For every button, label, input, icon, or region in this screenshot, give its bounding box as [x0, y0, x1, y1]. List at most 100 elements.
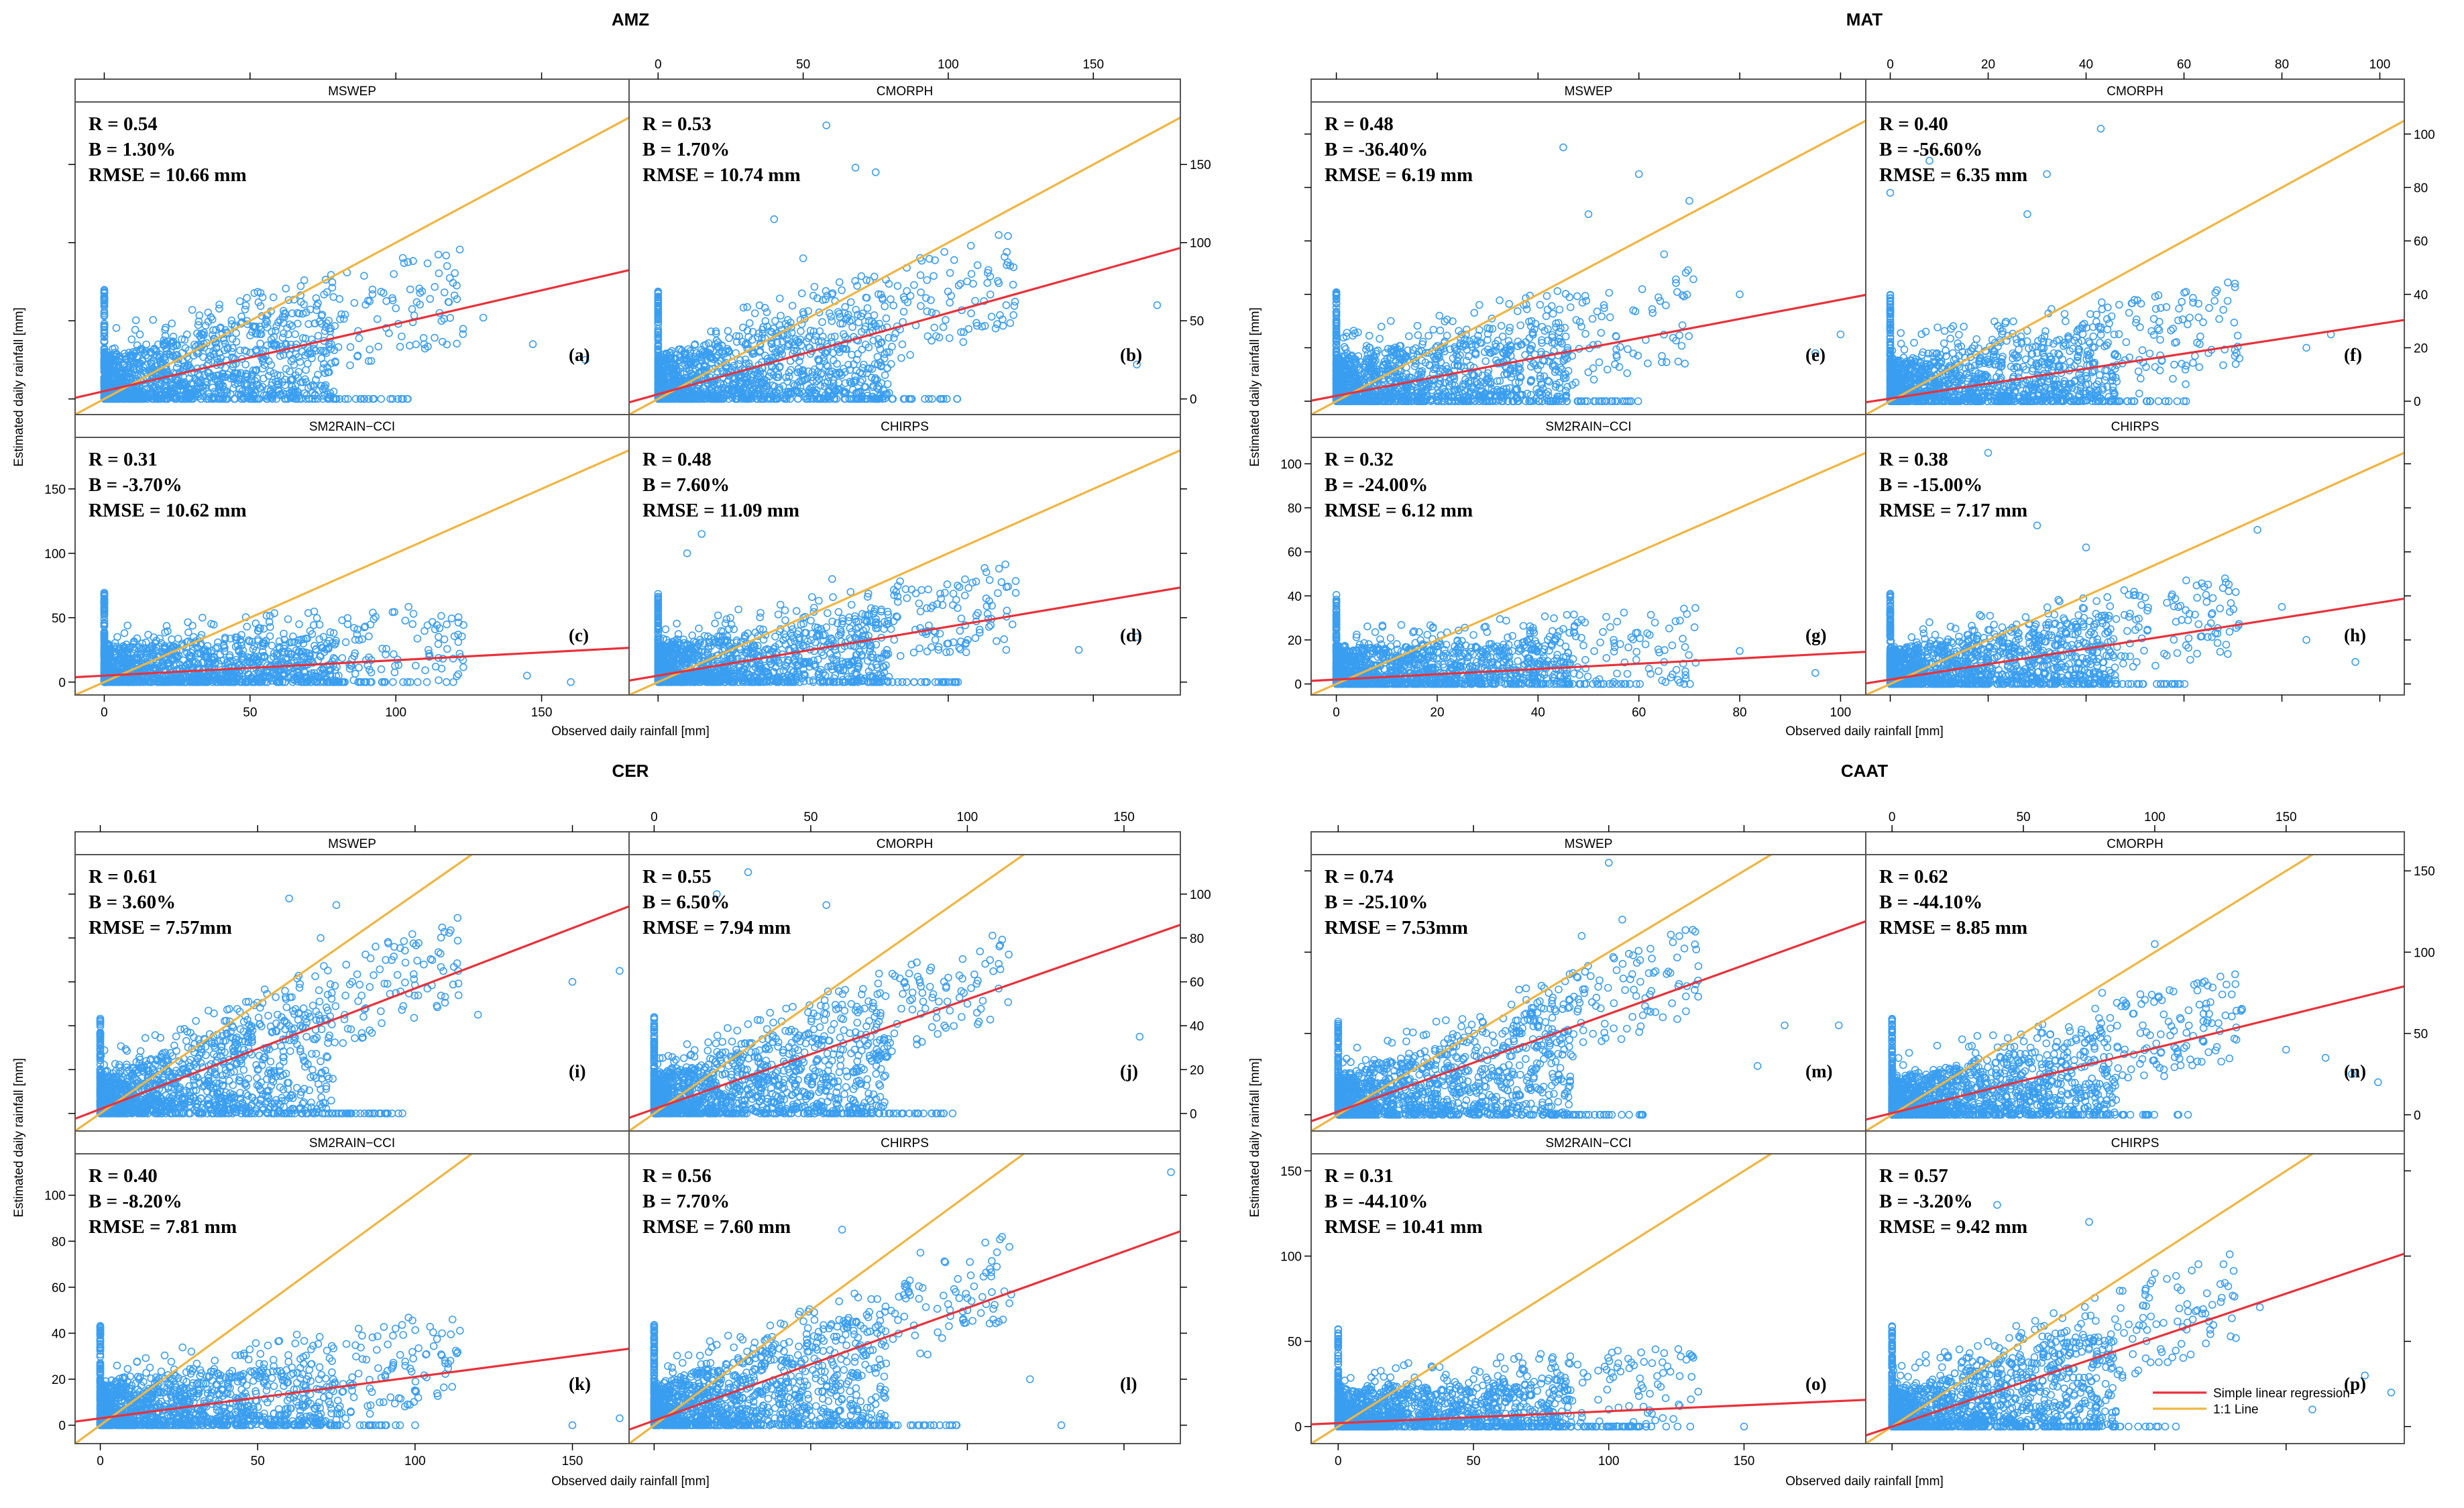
data-point — [160, 644, 169, 653]
data-point — [351, 394, 360, 403]
data-point — [100, 669, 109, 678]
one-to-one-line — [75, 449, 629, 695]
data-point — [155, 663, 163, 671]
data-point — [217, 678, 225, 686]
data-point — [411, 661, 420, 670]
data-point — [123, 621, 131, 630]
data-point — [377, 394, 386, 403]
data-point — [814, 337, 823, 346]
data-point — [382, 645, 390, 653]
data-point — [266, 623, 274, 631]
data-point — [236, 369, 245, 377]
data-point — [917, 302, 925, 310]
data-point — [700, 394, 709, 403]
data-point — [388, 394, 397, 403]
data-point — [881, 390, 889, 398]
data-point — [873, 376, 881, 384]
data-point — [313, 614, 321, 623]
data-point — [928, 308, 936, 317]
data-point — [854, 349, 862, 358]
data-point — [321, 323, 330, 331]
data-point — [236, 346, 244, 355]
data-point — [851, 164, 860, 172]
data-point — [761, 352, 769, 360]
data-point — [450, 632, 459, 641]
data-point — [654, 363, 663, 371]
data-point — [966, 241, 975, 250]
data-point — [323, 363, 331, 372]
data-point — [390, 270, 398, 278]
data-point — [207, 647, 216, 655]
data-point — [681, 394, 689, 403]
data-point — [394, 661, 403, 669]
data-point — [444, 298, 453, 307]
data-point — [114, 678, 123, 686]
data-point — [318, 670, 327, 678]
data-point — [877, 339, 885, 347]
data-point — [367, 656, 376, 664]
data-point — [369, 394, 377, 403]
strip-background — [74, 414, 630, 438]
data-point — [967, 270, 976, 278]
data-point — [1001, 253, 1009, 261]
strip-background — [628, 78, 1181, 103]
data-point — [775, 294, 784, 303]
data-point — [881, 350, 889, 358]
data-point — [274, 380, 282, 388]
data-point — [935, 333, 944, 341]
data-point — [150, 344, 158, 353]
data-point — [100, 307, 109, 316]
data-point — [810, 282, 819, 291]
data-point — [438, 337, 447, 346]
data-point — [755, 301, 764, 310]
data-point — [844, 360, 852, 369]
data-point — [856, 378, 865, 386]
data-point — [149, 316, 157, 324]
data-point — [319, 364, 327, 372]
data-point — [281, 375, 290, 384]
data-point — [142, 651, 150, 660]
data-point — [903, 298, 912, 307]
data-point — [288, 678, 297, 686]
data-point — [774, 373, 783, 382]
data-point — [100, 660, 109, 669]
data-point — [268, 327, 276, 336]
data-point — [440, 635, 449, 643]
data-point — [184, 618, 192, 627]
data-point — [950, 256, 958, 264]
data-point — [440, 315, 449, 323]
data-point — [963, 277, 971, 286]
data-point — [676, 345, 685, 354]
data-point — [324, 678, 333, 686]
data-point — [336, 315, 344, 323]
data-point — [208, 331, 217, 339]
data-point — [209, 653, 218, 661]
data-point — [862, 294, 871, 302]
data-point — [846, 378, 854, 386]
data-point — [100, 596, 109, 605]
data-point — [742, 394, 750, 403]
data-point — [725, 334, 733, 342]
data-point — [321, 347, 329, 356]
data-point — [305, 652, 314, 661]
data-point — [280, 329, 288, 337]
data-point — [883, 380, 892, 388]
data-point — [272, 394, 281, 403]
data-point — [311, 319, 319, 328]
data-point — [107, 358, 116, 366]
data-point — [953, 394, 962, 403]
data-point — [453, 339, 461, 348]
data-point — [209, 347, 218, 355]
data-point — [241, 346, 249, 355]
data-point — [100, 344, 109, 353]
data-point — [193, 329, 201, 337]
data-point — [825, 368, 834, 376]
data-point — [215, 305, 223, 313]
data-point — [385, 329, 393, 337]
data-point — [164, 662, 172, 671]
data-point — [712, 329, 720, 338]
data-point — [750, 309, 759, 317]
data-point — [279, 670, 287, 679]
data-point — [350, 624, 358, 632]
